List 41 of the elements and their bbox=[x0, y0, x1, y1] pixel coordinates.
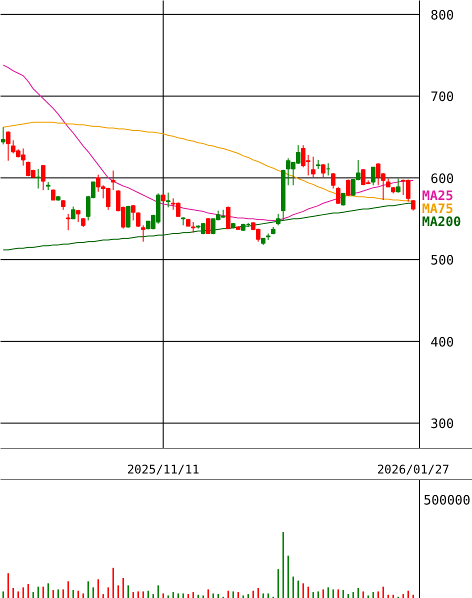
candlestick bbox=[130, 204, 136, 221]
x-tick-label: 2026/01/27 bbox=[377, 462, 450, 476]
candlestick bbox=[206, 217, 210, 234]
candlestick bbox=[310, 156, 316, 178]
candlestick bbox=[340, 192, 346, 206]
candlestick bbox=[70, 206, 76, 220]
candlestick bbox=[76, 209, 80, 223]
candlestick bbox=[0, 126, 6, 145]
y-tick-label: 400 bbox=[430, 335, 454, 350]
candlestick bbox=[396, 178, 400, 194]
candlestick bbox=[410, 199, 416, 212]
candlestick bbox=[60, 199, 66, 210]
candlestick bbox=[190, 222, 196, 234]
y-tick-label: 700 bbox=[430, 90, 454, 106]
candlestick bbox=[166, 192, 170, 208]
candlestick bbox=[6, 130, 10, 162]
series-label: MA25 bbox=[422, 188, 454, 204]
candlestick bbox=[320, 164, 326, 178]
candlestick bbox=[370, 166, 376, 186]
line-series bbox=[2, 202, 414, 250]
x-tick-label: 2025/11/11 bbox=[127, 462, 200, 476]
y-tick-label: 500 bbox=[430, 254, 454, 269]
candlestick bbox=[336, 186, 340, 205]
candlestick bbox=[136, 212, 140, 228]
y-tick-label: 300 bbox=[430, 417, 454, 432]
candlestick bbox=[140, 224, 146, 242]
candlestick bbox=[346, 179, 350, 196]
text: 500000 bbox=[424, 494, 470, 508]
candlestick bbox=[226, 206, 230, 230]
candlestick bbox=[36, 168, 40, 190]
y-tick-label: 800 bbox=[430, 8, 454, 24]
series-label: MA75 bbox=[422, 202, 454, 217]
candlestick bbox=[110, 170, 116, 191]
candlestick bbox=[40, 164, 46, 191]
candlestick bbox=[66, 213, 70, 231]
candlestick bbox=[276, 213, 280, 226]
series-label: MA200 bbox=[422, 214, 462, 230]
candlestick bbox=[126, 205, 130, 228]
y-tick-label: 600 bbox=[430, 172, 454, 187]
candlestick bbox=[330, 172, 336, 190]
line-series bbox=[2, 122, 414, 202]
